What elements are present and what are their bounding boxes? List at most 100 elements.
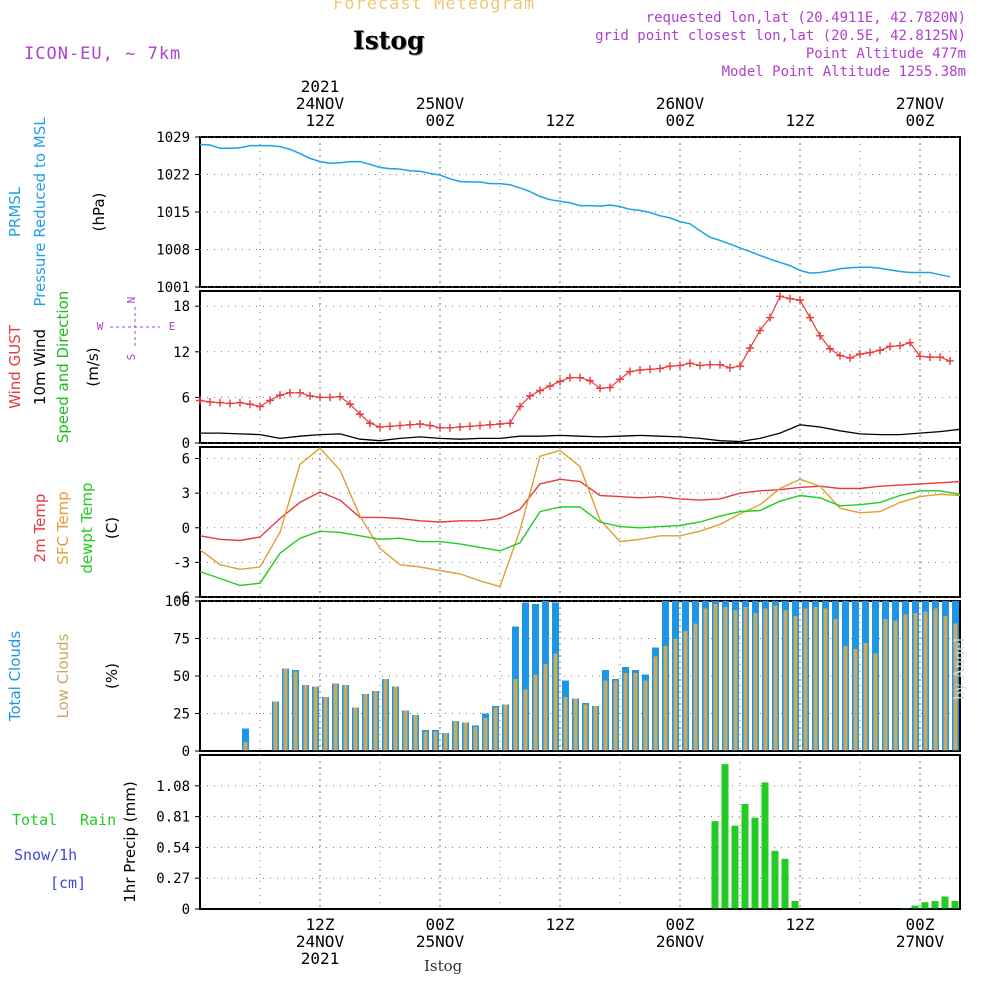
y-tick-label: 1.08	[156, 779, 190, 795]
ylabel-dewpt-temp: dewpt Temp	[78, 482, 96, 573]
gust-marker	[836, 351, 844, 360]
gust-marker	[676, 361, 684, 370]
rain-bar	[951, 901, 959, 909]
rain-bar	[781, 858, 789, 909]
y-tick-label: 6	[182, 390, 190, 406]
time-label-bottom: 12Z	[786, 915, 815, 934]
time-label-bottom: 00Z	[426, 915, 455, 934]
gust-marker	[396, 421, 404, 430]
gust-marker	[846, 353, 854, 362]
gust-marker	[566, 373, 574, 382]
gust-marker	[326, 393, 334, 402]
low-cloud-bar	[763, 608, 768, 751]
gust-marker	[516, 402, 524, 411]
marks-layer	[196, 143, 961, 910]
gust-marker	[726, 363, 734, 372]
time-label-bottom: 26NOV	[656, 932, 705, 951]
time-label-top: 00Z	[426, 111, 455, 130]
low-cloud-bar	[943, 616, 948, 751]
low-cloud-bar	[603, 680, 608, 751]
low-cloud-bar	[293, 671, 298, 751]
gust-marker	[366, 419, 374, 428]
total-cloud-bar	[242, 728, 249, 751]
gust-marker	[766, 313, 774, 322]
low-cloud-bar	[843, 646, 848, 751]
rain-bar	[791, 901, 799, 909]
rain-bar	[931, 901, 939, 909]
panel-frame-temperature	[199, 446, 961, 598]
station-title: Istog	[353, 26, 425, 55]
gust-marker	[926, 353, 934, 362]
legend-total: Total	[12, 811, 57, 829]
ylabel-unit-hpa: (hPa)	[90, 193, 108, 232]
low-cloud-bar	[783, 610, 788, 751]
low-cloud-bar	[893, 620, 898, 751]
low-cloud-bar	[283, 668, 288, 751]
low-cloud-bar	[243, 742, 248, 751]
low-cloud-bar	[473, 727, 478, 751]
gust-marker	[646, 365, 654, 374]
rain-bar	[751, 817, 759, 909]
low-cloud-bar	[873, 653, 878, 751]
gust-marker	[416, 420, 424, 428]
gust-marker	[576, 373, 584, 382]
low-cloud-bar	[443, 733, 448, 751]
low-cloud-bar	[933, 608, 938, 751]
gust-marker	[196, 396, 204, 405]
low-cloud-bar	[303, 685, 308, 751]
y-tick-label: 0.54	[156, 840, 190, 856]
gust-marker	[476, 421, 484, 430]
y-tick-label: 18	[173, 299, 190, 315]
low-cloud-bar	[583, 704, 588, 751]
point-altitude: Point Altitude 477m	[805, 46, 966, 62]
y-tick-label: 1001	[156, 280, 190, 296]
y-tick-label: 12	[173, 345, 190, 361]
time-label-top: 12Z	[306, 111, 335, 130]
time-label-bottom: 12Z	[306, 915, 335, 934]
ylabel-sfc-temp: SFC Temp	[54, 491, 72, 564]
gust-marker	[506, 419, 514, 428]
gust-marker	[526, 391, 534, 400]
gust-marker	[306, 391, 314, 400]
low-cloud-bar	[553, 653, 558, 751]
low-cloud-bar	[513, 679, 518, 751]
gust-marker	[486, 420, 494, 429]
gust-marker	[246, 400, 254, 409]
gust-marker	[736, 362, 744, 371]
product-title: Forecast Meteogram	[333, 0, 536, 14]
gust-marker	[856, 350, 864, 359]
low-cloud-bar	[823, 608, 828, 751]
ylabel-unit-pct: (%)	[103, 663, 121, 689]
rain-bar	[761, 782, 769, 909]
gust-marker	[216, 398, 224, 407]
gust-marker	[946, 356, 954, 365]
gust-marker	[206, 397, 214, 406]
sfc-temp-line	[199, 447, 961, 588]
y-tick-label: 0.27	[156, 871, 190, 887]
legend-snow-unit: [cm]	[50, 874, 86, 892]
low-cloud-bar	[883, 619, 888, 751]
low-cloud-bar	[573, 698, 578, 751]
gust-marker	[296, 388, 304, 397]
y-tick-label: 1008	[156, 243, 190, 259]
low-cloud-bar	[863, 643, 868, 751]
gust-marker	[716, 360, 724, 369]
time-label-top: 12Z	[546, 111, 575, 130]
y-tick-label: 1015	[156, 205, 190, 221]
gust-marker	[546, 382, 554, 390]
gust-marker	[706, 360, 714, 369]
gust-marker	[276, 391, 284, 400]
low-cloud-bar	[483, 718, 488, 751]
low-cloud-bar	[903, 614, 908, 751]
time-label-bottom: 27NOV	[896, 932, 945, 951]
gust-marker	[916, 352, 924, 361]
gust-marker	[906, 338, 914, 347]
gust-marker	[666, 362, 674, 371]
compass-w: W	[97, 320, 104, 333]
time-label-bottom: 00Z	[906, 915, 935, 934]
compass-s: S	[125, 354, 138, 361]
gust-marker	[786, 294, 794, 303]
low-cloud-bar	[523, 689, 528, 751]
y-tick-label: 3	[182, 486, 190, 502]
ylabel-prmsl: PRMSL	[6, 186, 24, 237]
